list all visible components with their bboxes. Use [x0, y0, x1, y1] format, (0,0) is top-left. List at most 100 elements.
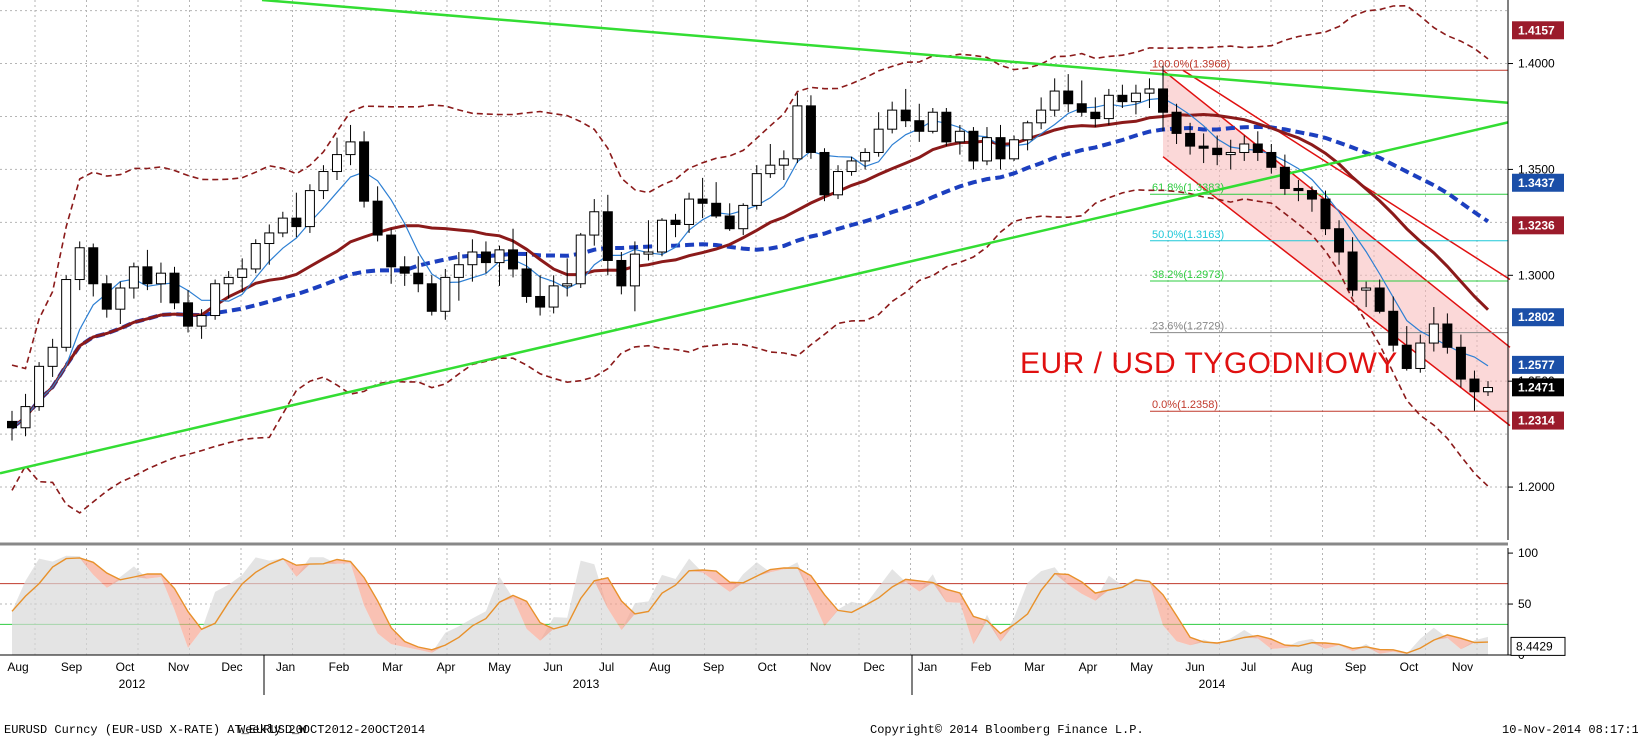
month-label: Mar: [1024, 660, 1045, 674]
candle-body: [738, 204, 749, 230]
osc-last-text: 8.4429: [1516, 639, 1553, 653]
month-label: Nov: [168, 660, 189, 674]
candle-body: [1293, 187, 1304, 192]
candle-body: [914, 120, 925, 132]
price-axis: 1.20001.25001.30001.35001.40001005001.41…: [1507, 0, 1566, 662]
candle-body: [521, 268, 532, 297]
fibonacci-levels: 123.6%(1.4347)100.0%(1.3968)61.8%(1.3383…: [1150, 58, 1508, 412]
candle-body: [155, 272, 166, 285]
candle-body: [345, 141, 356, 156]
last-value-text: 1.2314: [1518, 414, 1555, 428]
candle-body: [1483, 387, 1493, 393]
month-label: Sep: [1345, 660, 1367, 674]
timestamp-label: 10-Nov-2014 08:17:19: [1502, 723, 1638, 737]
y-tick-label: 1.3500: [1518, 162, 1555, 176]
copyright-label: Copyright© 2014 Bloomberg Finance L.P.: [870, 723, 1144, 737]
candle-body: [1076, 103, 1087, 113]
last-value-text: 1.2471: [1518, 380, 1555, 394]
candle-body: [887, 109, 898, 130]
candle-body: [453, 264, 464, 278]
candle-body: [846, 160, 857, 173]
oscillator-divergence-fill: [12, 557, 1488, 654]
channel-mid-line: [1182, 69, 1511, 281]
chart-annotation: EUR / USD TYGODNIOWY: [1020, 347, 1398, 380]
candle-body: [223, 276, 234, 285]
month-label: Nov: [1452, 660, 1473, 674]
instrument-label: EURUSD Curncy (EUR-USD X-RATE) AT_EURUSD…: [4, 723, 307, 737]
trend-line-support: [0, 121, 1509, 475]
fib-label: 100.0%(1.3968): [1152, 58, 1230, 70]
bollinger-bands: [11, 4, 1489, 514]
candle-body: [968, 130, 979, 162]
candle-body: [548, 285, 559, 308]
oscillator-series: [11, 555, 1489, 655]
y-tick-label: 1.2000: [1518, 480, 1555, 494]
month-label: May: [1130, 660, 1153, 674]
month-label: Jan: [918, 660, 937, 674]
candlestick-series: [7, 65, 1493, 441]
candle-body: [237, 268, 248, 278]
candle-body: [1009, 139, 1020, 160]
candle-body: [1401, 344, 1412, 369]
candle-body: [751, 173, 762, 206]
candle-body: [981, 137, 992, 162]
candle-body: [1022, 122, 1033, 141]
candle-body: [684, 198, 695, 225]
candle-body: [1306, 190, 1317, 200]
last-value-badge: [1512, 355, 1564, 374]
fib-label: 0.0%(1.2358): [1152, 399, 1218, 411]
candle-body: [115, 287, 126, 310]
month-label: Apr: [437, 660, 456, 674]
candle-body: [1428, 323, 1439, 344]
fib-label: 50.0%(1.3163): [1152, 229, 1224, 241]
last-value-text: 1.4157: [1518, 23, 1555, 37]
month-label: Sep: [61, 660, 83, 674]
y-tick-label: 1.3000: [1518, 268, 1555, 282]
osc-tick-label: 50: [1518, 597, 1532, 611]
candle-body: [1130, 92, 1141, 103]
candle-body: [1198, 145, 1209, 149]
candle-body: [792, 105, 803, 160]
candle-body: [1171, 111, 1182, 134]
candle-body: [900, 109, 911, 122]
candle-body: [1279, 166, 1290, 189]
month-label: Dec: [221, 660, 242, 674]
candle-body: [196, 315, 207, 327]
candle-body: [467, 251, 478, 266]
month-label: Jan: [276, 660, 295, 674]
candle-body: [250, 243, 261, 270]
candle-body: [602, 211, 613, 261]
candle-body: [331, 154, 342, 173]
candle-body: [74, 247, 85, 281]
last-value-badge: [1512, 411, 1564, 430]
candle-body: [1158, 88, 1169, 113]
last-value-text: 1.3236: [1518, 218, 1555, 232]
year-label: 2013: [573, 677, 600, 691]
candle-body: [291, 217, 302, 228]
candle-body: [1103, 94, 1114, 120]
candle-body: [1455, 346, 1466, 380]
osc-tick-label: 100: [1518, 546, 1538, 560]
candle-body: [142, 266, 153, 285]
candle-body: [1469, 378, 1480, 393]
candle-body: [1036, 109, 1047, 124]
candle-body: [629, 253, 640, 287]
candle-body: [386, 234, 397, 268]
candle-body: [1347, 251, 1358, 291]
candle-body: [277, 217, 288, 234]
candle-body: [7, 420, 17, 429]
candle-body: [805, 105, 816, 153]
month-label: Oct: [116, 660, 135, 674]
candle-body: [264, 232, 275, 245]
last-value-text: 1.2802: [1518, 310, 1555, 324]
year-label: 2014: [1199, 677, 1226, 691]
candle-body: [88, 247, 99, 285]
candle-body: [562, 283, 573, 287]
candle-body: [860, 151, 871, 162]
month-label: Jun: [543, 660, 562, 674]
candle-body: [1334, 228, 1345, 253]
candle-body: [643, 251, 654, 255]
candle-body: [670, 219, 681, 225]
candle-body: [1320, 198, 1331, 230]
